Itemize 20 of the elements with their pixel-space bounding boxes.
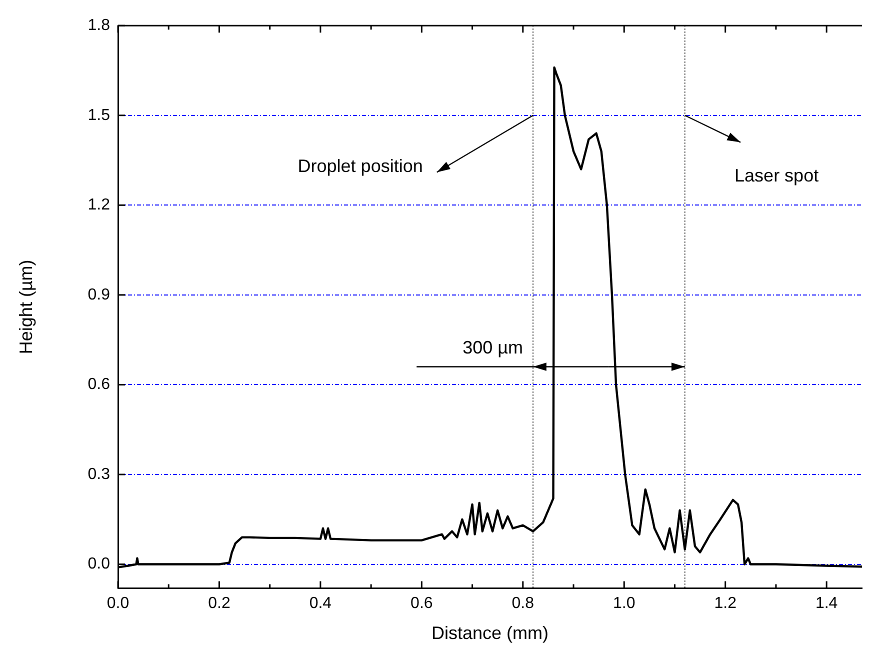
y-tick-label: 0.9 [88, 286, 110, 304]
x-tick-label: 0.2 [208, 595, 230, 612]
y-tick-label: 0.0 [88, 556, 110, 573]
x-tick-label: 1.4 [815, 595, 838, 612]
x-tick-label: 0.0 [106, 595, 130, 612]
y-tick-label: 0.3 [88, 466, 110, 483]
x-tick-label: 1.2 [714, 595, 737, 612]
y-tick-label: 0.6 [88, 376, 110, 394]
y-axis-title: Height (µm) [16, 260, 36, 354]
x-tick-label: 0.4 [309, 595, 332, 612]
annotation: Laser spot [734, 165, 819, 186]
x-axis-title: Distance (mm) [431, 623, 549, 644]
x-tick-label: 0.6 [410, 595, 433, 612]
x-tick-label: 0.8 [512, 595, 534, 612]
y-tick-label: 1.2 [88, 196, 110, 214]
y-tick-label: 1.8 [88, 17, 110, 34]
y-tick-label: 1.5 [88, 106, 110, 124]
annotation: Droplet position [298, 156, 423, 176]
x-tick-label: 1.0 [612, 595, 636, 612]
annotation: 300 µm [462, 338, 524, 358]
